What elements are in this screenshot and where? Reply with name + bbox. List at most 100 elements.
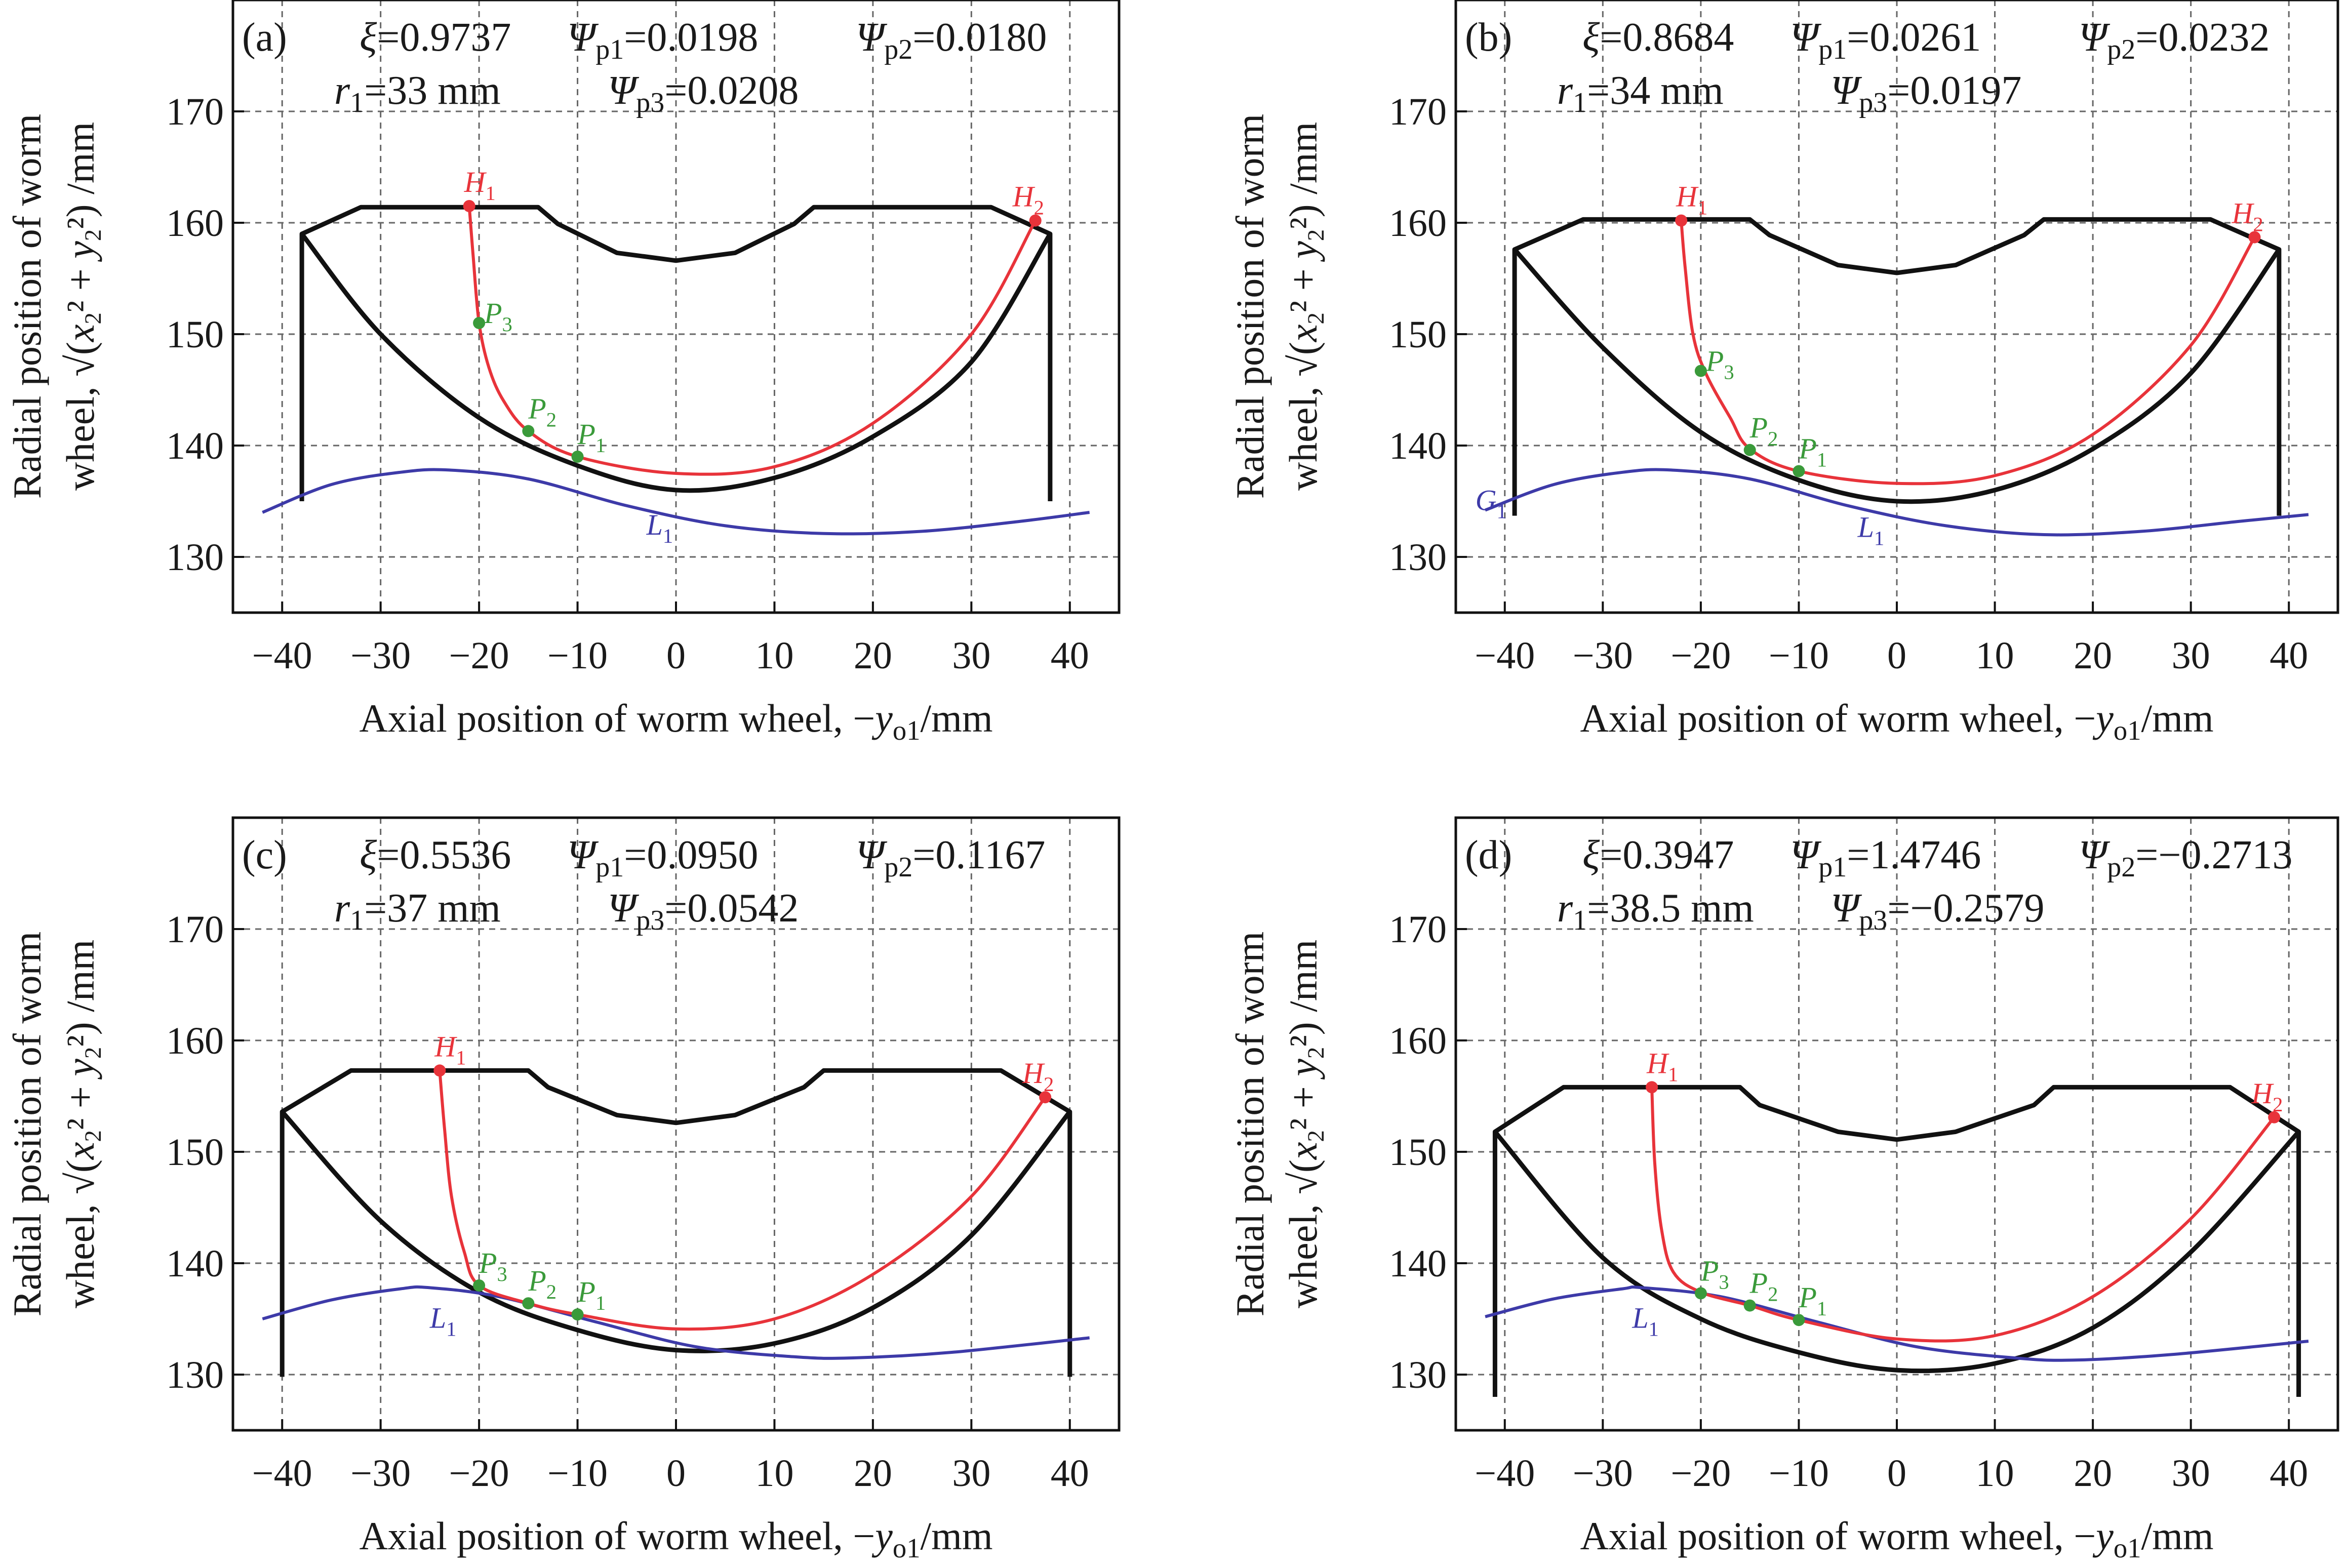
- point-label-P3: P3: [484, 297, 512, 336]
- param-r1: r1=33 mm: [334, 68, 501, 118]
- point-H1: [463, 200, 475, 212]
- param-xi: ξ=0.9737: [360, 15, 511, 60]
- x-tick-label: 30: [2172, 1452, 2210, 1495]
- curve-label-G1: G1: [1476, 484, 1507, 523]
- param-psi-p2: Ψp2=0.1167: [856, 833, 1045, 883]
- y-axis-title-line2: wheel, √(x2² + y2²) /mm: [1281, 940, 1329, 1308]
- y-axis-title-line2: wheel, √(x2² + y2²) /mm: [1281, 122, 1329, 491]
- y-axis-title-line1: Radial position of worm: [1228, 932, 1272, 1316]
- point-H2: [2268, 1111, 2281, 1123]
- boundary-arc: [280, 1110, 1072, 1353]
- param-xi: ξ=0.5536: [360, 833, 511, 877]
- x-tick-label: −30: [350, 1452, 411, 1495]
- point-P1: [1793, 1314, 1805, 1326]
- point-H1: [1675, 214, 1688, 227]
- x-tick-label: 0: [1887, 1452, 1906, 1495]
- x-tick-label: −10: [1769, 634, 1829, 677]
- x-tick-label: 0: [666, 1452, 686, 1495]
- point-P2: [1743, 444, 1756, 456]
- panel-letter: (d): [1465, 833, 1512, 877]
- boundary-outline: [1492, 1084, 2301, 1397]
- x-tick-label: −40: [1475, 634, 1535, 677]
- point-P3: [1694, 1287, 1707, 1300]
- x-tick-label: −30: [350, 634, 411, 677]
- y-tick-label: 140: [1389, 425, 1447, 467]
- point-P3: [1694, 365, 1707, 377]
- x-tick-label: −40: [252, 634, 312, 677]
- x-tick-label: 20: [2074, 1452, 2112, 1495]
- series-H-line: [1650, 1087, 2276, 1343]
- x-axis-title: Axial position of worm wheel, −yo1/mm: [359, 1514, 992, 1563]
- y-tick-label: 170: [1389, 908, 1447, 951]
- y-tick-label: 160: [1389, 202, 1447, 245]
- point-label-P2: P2: [528, 1264, 556, 1303]
- panel-d: −40 −30 −20 −10 0 10 20 30 40 130 140 150 160 170 H1 H2…: [1228, 816, 2339, 1563]
- x-axis-title: Axial position of worm wheel, −yo1/mm: [1580, 696, 2213, 746]
- point-H1: [1646, 1081, 1658, 1094]
- point-label-P3: P3: [1705, 345, 1734, 384]
- panel-a: −40 −30 −20 −10 0 10 20 30 40 130 140 150 160 170 H1 H2…: [5, 0, 1121, 746]
- curve-label-L1: L1: [1857, 510, 1885, 549]
- param-psi-p1: Ψp1=0.0261: [1790, 15, 1981, 65]
- param-r1: r1=37 mm: [334, 886, 501, 936]
- y-tick-label: 170: [166, 908, 224, 951]
- boundary-arc: [1513, 248, 2281, 504]
- y-tick-label: 150: [166, 313, 224, 356]
- x-tick-label: −10: [547, 1452, 608, 1495]
- point-H2: [2248, 231, 2261, 244]
- point-P1: [1793, 465, 1805, 477]
- x-tick-label: −20: [449, 634, 509, 677]
- param-psi-p2: Ψp2=0.0180: [856, 15, 1047, 65]
- point-label-P3: P3: [479, 1247, 507, 1285]
- point-label-H2: H2: [1022, 1057, 1054, 1096]
- y-tick-label: 130: [166, 536, 224, 579]
- plot-frame: [1454, 816, 2339, 1432]
- param-psi-p3: Ψp3=0.0208: [608, 68, 799, 118]
- point-label-H1: H1: [464, 166, 496, 205]
- y-tick-label: 140: [1389, 1242, 1447, 1285]
- point-label-P2: P2: [1749, 411, 1778, 450]
- y-axis-title-line2: wheel, √(x2² + y2²) /mm: [58, 940, 106, 1308]
- param-psi-p1: Ψp1=1.4746: [1790, 833, 1981, 883]
- y-axis-title-line1: Radial position of worm: [5, 932, 49, 1316]
- y-tick-label: 160: [166, 1020, 224, 1062]
- panel-letter: (b): [1465, 15, 1512, 60]
- point-label-H2: H2: [2251, 1077, 2283, 1116]
- x-tick-label: 20: [854, 1452, 892, 1495]
- param-psi-p3: Ψp3=0.0542: [608, 886, 799, 936]
- panel-b: −40 −30 −20 −10 0 10 20 30 40 130 140 150 160 170 H1 H2…: [1228, 0, 2339, 746]
- series-H-line: [1680, 220, 2256, 486]
- point-H1: [433, 1064, 446, 1077]
- param-psi-p1: Ψp1=0.0198: [567, 15, 758, 65]
- point-P1: [571, 1308, 584, 1321]
- point-H2: [1029, 214, 1042, 227]
- series-L-line: [262, 1285, 1090, 1360]
- y-tick-label: 140: [166, 1242, 224, 1285]
- curve-label-L1: L1: [1631, 1302, 1659, 1341]
- point-label-H1: H1: [1646, 1047, 1678, 1085]
- param-psi-p3: Ψp3=0.0197: [1830, 68, 2021, 118]
- point-P3: [473, 317, 486, 329]
- x-tick-label: 20: [854, 634, 892, 677]
- point-label-P2: P2: [1749, 1267, 1778, 1306]
- x-tick-label: 10: [755, 1452, 793, 1495]
- point-label-H2: H2: [2231, 197, 2263, 236]
- y-tick-label: 150: [166, 1131, 224, 1174]
- x-tick-label: 40: [1051, 634, 1089, 677]
- x-tick-label: −30: [1573, 1452, 1633, 1495]
- point-label-H1: H1: [1676, 180, 1707, 219]
- point-P2: [522, 1297, 535, 1310]
- x-tick-label: 0: [1887, 634, 1906, 677]
- x-tick-label: −20: [1670, 634, 1731, 677]
- x-tick-label: 30: [952, 1452, 990, 1495]
- x-axis-title: Axial position of worm wheel, −yo1/mm: [1580, 1514, 2213, 1563]
- plot-frame: [231, 0, 1121, 614]
- y-axis-title: Radial position of worm wheel, √(x2² + y2…: [5, 932, 106, 1316]
- x-tick-label: −20: [449, 1452, 509, 1495]
- param-xi: ξ=0.3947: [1582, 833, 1734, 877]
- y-tick-label: 160: [166, 202, 224, 245]
- x-tick-label: −40: [1475, 1452, 1535, 1495]
- y-tick-label: 130: [1389, 536, 1447, 579]
- param-psi-p3: Ψp3=−0.2579: [1830, 886, 2044, 936]
- param-r1: r1=38.5 mm: [1557, 886, 1754, 936]
